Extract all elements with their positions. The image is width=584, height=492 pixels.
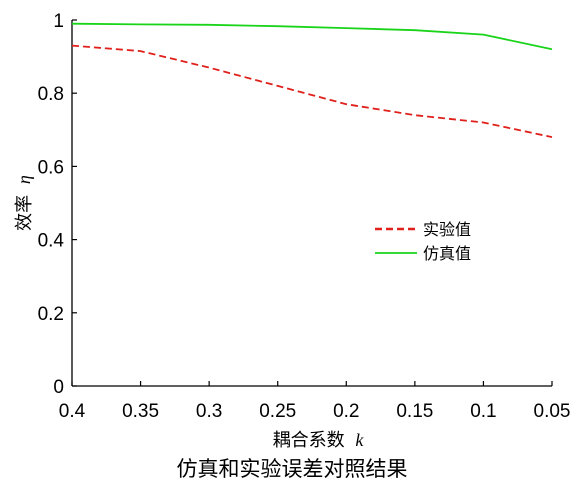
x-axis-title-text: 耦合系数 bbox=[273, 430, 345, 451]
x-tick-label: 0.4 bbox=[59, 401, 86, 422]
series-line-1 bbox=[71, 44, 553, 138]
y-tick-label: 0.8 bbox=[38, 84, 64, 105]
y-axis-title-text: 效率 bbox=[14, 195, 35, 231]
x-tick-label: 0.15 bbox=[396, 401, 433, 422]
y-tick-label: 0.4 bbox=[38, 231, 65, 252]
y-tick-label: 0.2 bbox=[38, 304, 64, 325]
x-tick-label: 0.3 bbox=[196, 401, 222, 422]
x-tick-label: 0.25 bbox=[259, 401, 296, 422]
y-tick-label: 0 bbox=[53, 377, 64, 398]
x-axis: 0.4 0.35 0.3 0.25 0.2 0.15 0.1 0.05 bbox=[59, 381, 571, 422]
y-axis-title: 效率 η bbox=[14, 175, 35, 231]
x-axis-variable: k bbox=[355, 430, 364, 450]
figure-caption: 仿真和实验误差对照结果 bbox=[176, 457, 408, 481]
x-tick-label: 0.2 bbox=[333, 401, 359, 422]
y-axis: 0 0.2 0.4 0.6 0.8 1 bbox=[38, 11, 77, 398]
plot-area bbox=[72, 20, 552, 386]
x-tick-label: 0.35 bbox=[122, 401, 159, 422]
y-tick-label: 1 bbox=[53, 11, 64, 32]
y-axis-variable: η bbox=[14, 175, 34, 184]
x-axis-title: 耦合系数 k bbox=[273, 430, 365, 451]
plot-frame bbox=[72, 20, 552, 386]
chart: 00.20.40.60.81 0.4 0.35 0.3 0.25 0.2 0.15 0.1 0… bbox=[14, 11, 571, 451]
x-tick-label: 0.05 bbox=[534, 401, 571, 422]
legend-label-1: 实验值 bbox=[423, 220, 471, 239]
series-layer bbox=[71, 22, 553, 138]
series-line-2 bbox=[71, 22, 553, 51]
x-tick-label: 0.1 bbox=[470, 401, 496, 422]
legend-label-2: 仿真值 bbox=[423, 244, 471, 263]
y-tick-label: 0.6 bbox=[38, 157, 64, 178]
